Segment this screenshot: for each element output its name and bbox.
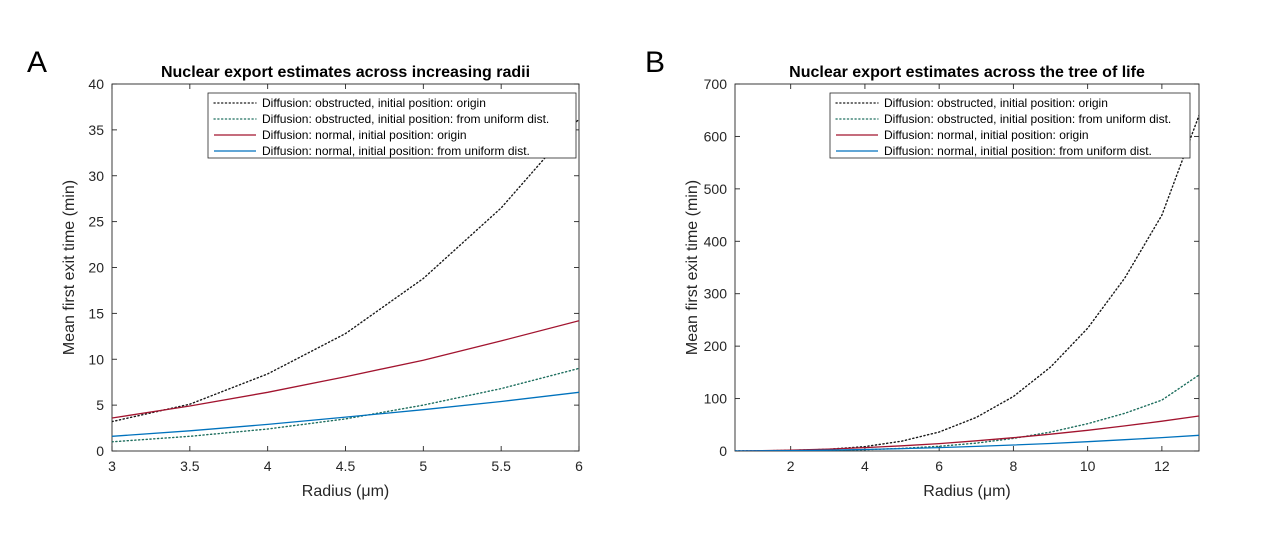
y-tick-label: 500 bbox=[704, 181, 728, 197]
x-tick-label: 6 bbox=[935, 458, 943, 474]
series-line-4 bbox=[112, 391, 579, 437]
x-tick-label: 5 bbox=[419, 458, 427, 474]
x-tick-label: 10 bbox=[1080, 458, 1096, 474]
legend-entry-label: Diffusion: obstructed, initial position:… bbox=[884, 96, 1108, 110]
y-tick-label: 10 bbox=[88, 351, 104, 367]
axes-box bbox=[734, 83, 1200, 452]
panel-letter-b: B bbox=[645, 46, 665, 79]
chart-panel-b: 2 4 6 8 10 12 0 100 200 300 400 500 600 700 Nuclear ex… bbox=[684, 64, 1200, 500]
y-tick-label: 25 bbox=[88, 214, 104, 230]
chart-title: Nuclear export estimates across increasi… bbox=[161, 64, 530, 81]
legend-entry-label: Diffusion: normal, initial position: fro… bbox=[262, 144, 530, 158]
x-tick-label: 2 bbox=[787, 458, 795, 474]
x-tick-label: 4 bbox=[264, 458, 272, 474]
legend-entry-label: Diffusion: obstructed, initial position:… bbox=[262, 112, 549, 126]
y-tick-label: 200 bbox=[704, 338, 728, 354]
legend-entry-label: Diffusion: obstructed, initial position:… bbox=[262, 96, 486, 110]
y-tick-label: 30 bbox=[88, 168, 104, 184]
x-tick-label: 3.5 bbox=[180, 458, 200, 474]
series-line-4 bbox=[735, 434, 1199, 451]
y-axis-label: Mean first exit time (min) bbox=[61, 180, 78, 355]
y-tick-label: 5 bbox=[96, 397, 104, 413]
y-tick-label: 40 bbox=[88, 76, 104, 92]
legend: Diffusion: obstructed, initial position:… bbox=[207, 92, 577, 159]
panel-letter-a: A bbox=[27, 46, 47, 79]
x-tick-label: 4 bbox=[861, 458, 869, 474]
legend-entry-label: Diffusion: normal, initial position: fro… bbox=[884, 144, 1152, 158]
y-axis-label: Mean first exit time (min) bbox=[684, 180, 701, 355]
x-tick-label: 8 bbox=[1010, 458, 1018, 474]
x-tick-label: 6 bbox=[575, 458, 583, 474]
legend-box bbox=[829, 92, 1191, 159]
x-tick-label: 5.5 bbox=[491, 458, 511, 474]
legend-entry-label: Diffusion: obstructed, initial position:… bbox=[884, 112, 1171, 126]
legend: Diffusion: obstructed, initial position:… bbox=[829, 92, 1191, 159]
y-tick-label: 0 bbox=[719, 443, 727, 459]
legend-entry-label: Diffusion: normal, initial position: ori… bbox=[262, 128, 467, 142]
x-axis-label: Radius (μm) bbox=[302, 483, 389, 500]
legend-entry-label: Diffusion: normal, initial position: ori… bbox=[884, 128, 1089, 142]
chart-panel-a: 3 3.5 4 4.5 5 5.5 6 0 5 10 15 20 25 30 35 40 Nuclear exp… bbox=[61, 64, 583, 500]
series-line-1 bbox=[112, 118, 579, 423]
y-tick-label: 15 bbox=[88, 305, 104, 321]
series-line-1 bbox=[735, 114, 1199, 451]
y-tick-label: 0 bbox=[96, 443, 104, 459]
x-axis-label: Radius (μm) bbox=[923, 483, 1010, 500]
x-tick-label: 4.5 bbox=[336, 458, 356, 474]
y-tick-label: 300 bbox=[704, 286, 728, 302]
series-line-3 bbox=[112, 320, 579, 419]
y-tick-label: 20 bbox=[88, 260, 104, 276]
y-tick-label: 700 bbox=[704, 76, 728, 92]
y-tick-label: 35 bbox=[88, 122, 104, 138]
x-tick-label: 3 bbox=[108, 458, 116, 474]
y-tick-label: 400 bbox=[704, 233, 728, 249]
x-tick-label: 12 bbox=[1154, 458, 1170, 474]
legend-box bbox=[207, 92, 577, 159]
chart-title: Nuclear export estimates across the tree… bbox=[789, 64, 1145, 81]
y-tick-label: 100 bbox=[704, 391, 728, 407]
y-tick-label: 600 bbox=[704, 128, 728, 144]
